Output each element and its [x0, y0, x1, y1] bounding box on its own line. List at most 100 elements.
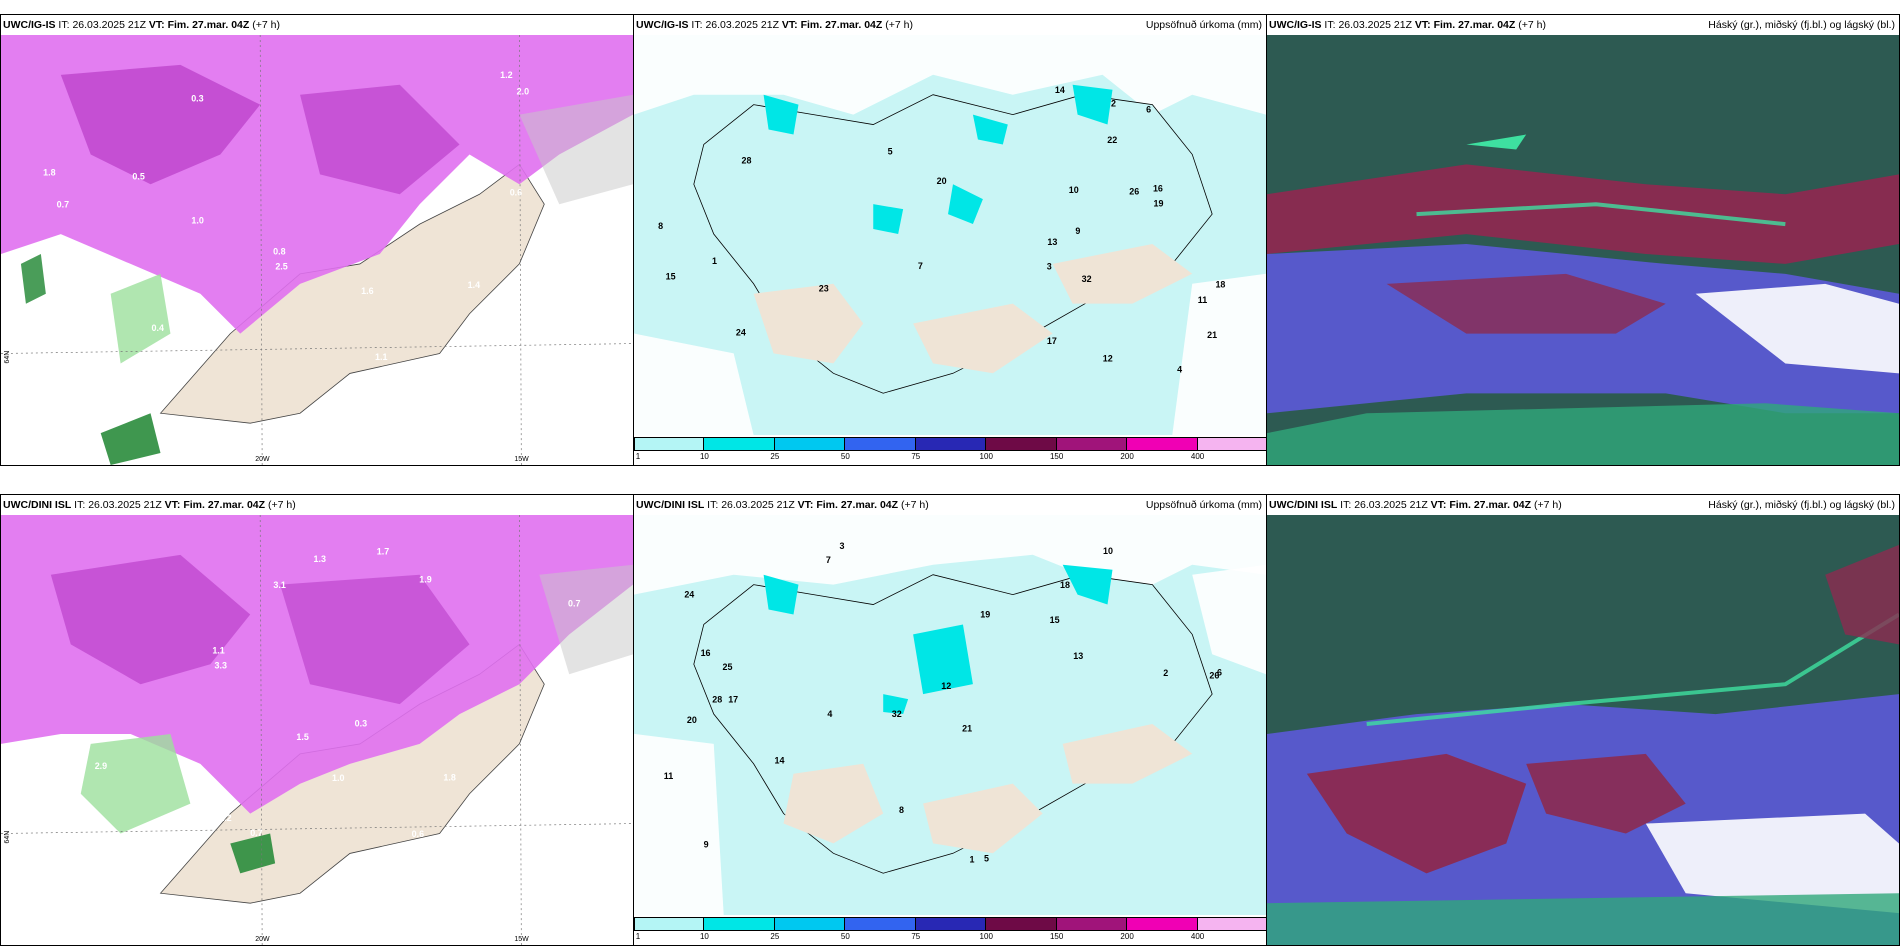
map-value-label: 4 [827, 709, 832, 719]
map-value-label: 2.5 [275, 261, 287, 271]
panel-header: UWC/IG-IS IT: 26.03.2025 21Z VT: Fim. 27… [1267, 15, 1899, 35]
map-value-label: 0.5 [132, 172, 144, 182]
map-value-label: 9 [1075, 226, 1080, 236]
map-value-label: 25 [723, 662, 733, 672]
colorbar-swatch [1056, 917, 1128, 931]
colorbar-tick-label: 150 [1049, 452, 1064, 461]
wind-precip-panel-igis: UWC/IG-IS IT: 26.03.2025 21Z VT: Fim. 27… [0, 14, 634, 466]
colorbar-swatch [986, 917, 1057, 931]
map-value-label: 0.7 [250, 828, 262, 838]
map-value-label: 28 [712, 695, 722, 705]
cloud-map [1267, 515, 1899, 945]
map-value-label: 2.0 [517, 86, 529, 96]
map-value-label: 3.3 [215, 660, 227, 670]
colorbar-swatch [704, 917, 775, 931]
map-value-label: 7 [826, 555, 831, 565]
map-value-label: 18 [1215, 279, 1225, 289]
panel-title: Háský (gr.), miðský (fj.bl.) og lágský (… [1708, 499, 1895, 511]
map-value-label: 19 [1154, 198, 1164, 208]
map-value-label: 15 [666, 271, 676, 281]
map-value-label: 21 [1207, 330, 1217, 340]
wind-map: 0.4 0.5 0.3 1.0 3.1 1.7 1.5 1.9 2.7 1.2 1.0 3.3 0.7 1… [1, 515, 633, 945]
cloud-map [1267, 35, 1899, 465]
map-value-label: 23 [819, 284, 829, 294]
map-value-label: 1.2 [480, 176, 492, 186]
map-value-label: 2.9 [95, 761, 107, 771]
map-value-label: 18 [1060, 580, 1070, 590]
map-value-label: 1.7 [377, 547, 389, 557]
map-value-label: 10 [1069, 185, 1079, 195]
map-value-label: 1.3 [168, 342, 180, 352]
colorbar-tick-label: 10 [699, 932, 709, 941]
map-value-label: 0.7 [57, 200, 69, 210]
map-value-label: 0.4 [393, 374, 405, 384]
cloud-map-svg [1267, 515, 1899, 945]
lon-label: 20W [255, 936, 270, 943]
panel-header: UWC/DINI ISL IT: 26.03.2025 21Z VT: Fim.… [3, 499, 296, 511]
map-value-label: 1.2 [500, 70, 512, 80]
map-value-label: 5 [888, 146, 893, 156]
map-value-label: 17 [728, 694, 738, 704]
map-value-label: 1.2 [219, 813, 231, 823]
lon-label: 20W [255, 456, 270, 463]
panel-header: UWC/IG-IS IT: 26.03.2025 21Z VT: Fim. 27… [3, 19, 280, 31]
colorbar-swatch [1197, 437, 1266, 451]
map-value-label: 0.6 [510, 188, 522, 198]
map-value-label: 19 [980, 609, 990, 619]
map-value-label: 15 [1050, 615, 1060, 625]
map-value-label: 26 [1209, 670, 1219, 680]
panel-title: Háský (gr.), miðský (fj.bl.) og lágský (… [1708, 19, 1895, 31]
precip-map-svg: 3 18 26 32 21 17 24 15 20 19 12 9 7 4 1 5 8 10 13 14 25 28 6 2 1… [634, 515, 1266, 915]
colorbar-swatch [915, 437, 987, 451]
colorbar-tick-label: 100 [979, 452, 993, 461]
map-value-label: 10 [1103, 546, 1113, 556]
precip-panel-igis: UWC/IG-IS IT: 26.03.2025 21Z VT: Fim. 27… [633, 14, 1267, 466]
panel-title: Uppsöfnuð úrkoma (mm) [1145, 499, 1262, 511]
map-value-label: 3.1 [273, 580, 285, 590]
map-value-label: 1.0 [332, 773, 344, 783]
map-value-label: 28 [742, 155, 752, 165]
map-value-label: 32 [892, 709, 902, 719]
colorbar-swatch [634, 917, 705, 931]
colorbar-tick-label: 1 [635, 932, 641, 941]
map-value-label: 13 [1073, 651, 1083, 661]
map-value-label: 4 [1177, 364, 1182, 374]
map-value-label: 20 [937, 176, 947, 186]
map-value-label: 8 [899, 805, 904, 815]
colorbar-swatch [634, 437, 705, 451]
map-value-label: 16 [1153, 183, 1163, 193]
map-value-label: 8 [658, 221, 663, 231]
map-value-label: 6 [1217, 668, 1222, 678]
map-value-label: 1.3 [314, 554, 326, 564]
colorbar-tick-label: 150 [1049, 932, 1064, 941]
map-value-label: 0.4 [94, 865, 106, 875]
colorbar-swatch [845, 917, 916, 931]
lat-label: 64N [4, 351, 11, 364]
map-value-label: 32 [1082, 274, 1092, 284]
map-value-label: 22 [1107, 135, 1117, 145]
map-value-label: 13 [1047, 237, 1057, 247]
colorbar: 1 10 25 50 75 100 150 200 400 [634, 915, 1266, 943]
map-value-label: 3.1 [88, 330, 100, 340]
map-value-label: 12 [941, 681, 951, 691]
map-value-label: 1.1 [212, 645, 224, 655]
colorbar-tick-label: 400 [1190, 932, 1205, 941]
wind-map-svg: 0.4 0.5 0.3 1.0 3.1 1.7 1.5 1.9 2.7 1.2 1.0 3.3 0.7 1… [1, 515, 633, 945]
map-value-label: 0.8 [273, 246, 285, 256]
precip-panel-dini: UWC/DINI ISL IT: 26.03.2025 21Z VT: Fim.… [633, 494, 1267, 946]
map-value-label: 1.8 [443, 773, 455, 783]
colorbar-tick-label: 200 [1120, 932, 1134, 941]
colorbar-swatch [915, 917, 987, 931]
colorbar-swatch [845, 437, 916, 451]
map-value-label: 3 [840, 541, 845, 551]
colorbar-tick-label: 200 [1120, 452, 1134, 461]
map-value-label: 5 [984, 854, 989, 864]
map-value-label: 0.4 [152, 323, 164, 333]
colorbar-tick-label: 50 [840, 452, 850, 461]
map-value-label: 1 [712, 256, 717, 266]
lon-label: 15W [514, 936, 529, 943]
colorbar-tick-label: 100 [979, 932, 993, 941]
map-value-label: 1.0 [560, 877, 572, 887]
map-value-label: 20 [687, 715, 697, 725]
map-value-label: 1.5 [296, 732, 308, 742]
